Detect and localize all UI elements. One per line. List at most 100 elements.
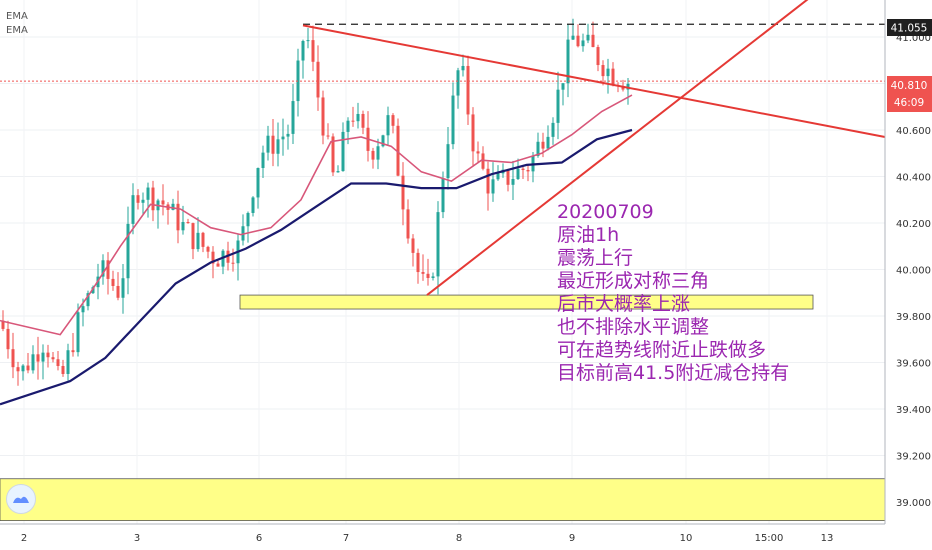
candle-body [486, 168, 490, 194]
candle-body [606, 68, 610, 77]
tradingview-logo-icon[interactable] [6, 484, 36, 514]
candle-body [431, 276, 435, 278]
price-tick-labels: 41.00040.80040.60040.40040.20040.00039.8… [896, 33, 931, 509]
x-tick-label: 15:00 [755, 533, 784, 544]
candle-body [561, 83, 565, 90]
candle-body [421, 272, 425, 274]
candle-body [461, 65, 465, 71]
candle-body [31, 354, 35, 371]
note-line: 目标前高41.5附近减仓持有 [557, 362, 790, 384]
ema-fast-line [0, 94, 633, 336]
ema-legend-1[interactable]: EMA [6, 11, 28, 22]
candle-body [176, 203, 180, 231]
candle-body [546, 136, 550, 149]
candle-body [611, 68, 615, 85]
candle-body [446, 144, 450, 179]
candle-body [381, 135, 385, 147]
x-tick-label: 2 [21, 533, 27, 544]
candle-body [406, 209, 410, 239]
candle-body [511, 179, 515, 185]
note-line: 20200709 [557, 201, 654, 223]
candle-body [506, 169, 510, 185]
candle-body [391, 115, 395, 126]
candle-body [316, 61, 320, 98]
current-price-label: 40.810 [891, 80, 928, 92]
candle-body [66, 350, 70, 374]
note-line: 可在趋势线附近止跌做多 [557, 339, 767, 361]
candle-body [231, 262, 235, 264]
candle-body [171, 203, 175, 210]
candle-body [266, 135, 270, 153]
candle-body [111, 278, 115, 286]
candle-body [51, 357, 55, 360]
candle-body [56, 359, 60, 367]
candle-body [521, 168, 525, 170]
resistance-price-tag: 41.055 [887, 19, 932, 36]
x-tick-label: 9 [569, 533, 575, 544]
candle-body [386, 115, 390, 136]
candle-body [186, 222, 190, 224]
y-tick-label: 39.400 [896, 405, 931, 416]
ema-legend-2[interactable]: EMA [6, 25, 28, 36]
ema-slow-line [0, 128, 633, 406]
candle-body [341, 131, 345, 172]
candle-body [466, 65, 470, 115]
candle-body [376, 146, 380, 160]
candle-body [106, 260, 110, 279]
candle-body [276, 139, 280, 154]
candle-body [401, 175, 405, 210]
candle-body [36, 354, 40, 362]
candle-body [311, 40, 315, 62]
support-zone [0, 478, 886, 521]
y-tick-label: 41.000 [896, 33, 931, 44]
candle-body [591, 34, 595, 48]
candle-body [491, 179, 495, 194]
candle-body [291, 101, 295, 134]
note-line: 后市大概率上涨 [557, 293, 691, 315]
candle-body [326, 135, 330, 137]
candle-body [61, 366, 65, 374]
candle-body [321, 97, 325, 136]
candle-body [196, 232, 200, 250]
candle-body [566, 39, 570, 84]
candle-body [126, 223, 130, 279]
candle-body [26, 365, 30, 371]
candle-body [41, 352, 45, 362]
candle-body [436, 212, 440, 277]
y-tick-label: 39.800 [896, 312, 931, 323]
candle-body [536, 141, 540, 156]
candle-body [456, 70, 460, 96]
y-tick-label: 39.000 [896, 498, 931, 509]
candle-body [581, 40, 585, 47]
support-zones [0, 294, 886, 521]
candle-body [346, 120, 350, 132]
candle-body [121, 278, 125, 298]
candle-body [441, 178, 445, 213]
candle-body [211, 251, 215, 264]
candle-body [281, 136, 285, 140]
support-zone [239, 294, 814, 310]
candle-body [141, 199, 145, 203]
candle-body [206, 246, 210, 252]
candle-body [356, 113, 360, 122]
candle-body [271, 135, 275, 154]
candle-body [251, 197, 255, 213]
candle-body [471, 114, 475, 152]
x-tick-label: 10 [680, 533, 693, 544]
candle-body [81, 306, 85, 313]
current-price-tag: 40.810 46:09 [887, 76, 932, 112]
candle-body [101, 260, 105, 277]
lower-trendline [426, 0, 809, 296]
candle-body [191, 223, 195, 250]
candle-body [361, 113, 365, 128]
bar-countdown-label: 46:09 [894, 97, 924, 109]
x-tick-label: 13 [821, 533, 834, 544]
note-line: 原油1h [557, 224, 620, 246]
candle-body [136, 195, 140, 203]
candle-body [621, 86, 625, 90]
candle-body [256, 168, 260, 198]
candle-body [556, 89, 560, 123]
candle-body [306, 40, 310, 42]
candle-body [416, 252, 420, 273]
